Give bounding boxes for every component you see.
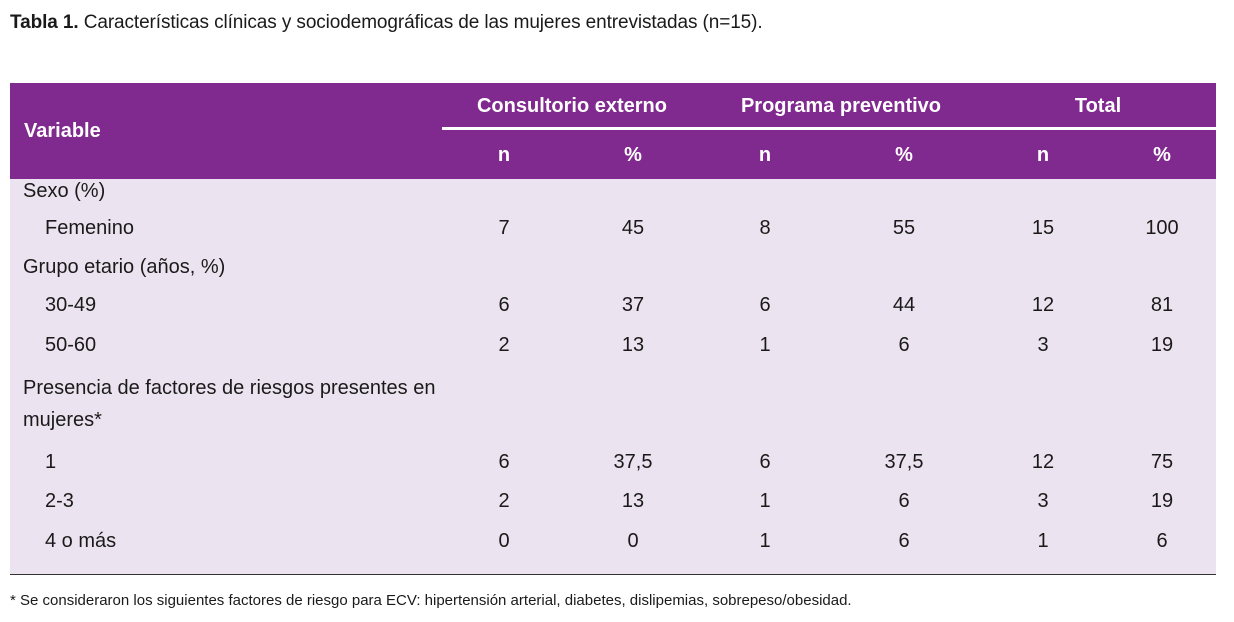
cell-pct-total: 19 <box>1150 490 1174 512</box>
header-total: Total <box>1074 95 1122 117</box>
header-sub-pct-total: % <box>1153 144 1171 166</box>
cell-n-consultorio: 2 <box>498 334 510 356</box>
cell-pct-programa: 37,5 <box>884 451 924 473</box>
header-sub-n-consultorio: n <box>497 144 511 166</box>
table-body: Sexo (%) Femenino 7 45 8 55 15 100 Grupo etario … <box>10 179 1216 574</box>
cell-pct-total: 100 <box>1145 217 1179 239</box>
row-label: Femenino <box>45 217 134 239</box>
row-label: 1 <box>45 451 57 473</box>
cell-pct-consultorio: 37 <box>621 294 645 316</box>
row-label: 30-49 <box>45 294 97 316</box>
header-programa-preventivo: Programa preventivo <box>740 95 942 117</box>
cell-pct-programa: 55 <box>892 217 916 239</box>
cell-pct-consultorio: 13 <box>621 334 645 356</box>
cell-pct-consultorio: 45 <box>621 217 645 239</box>
header-sub-n-programa: n <box>758 144 772 166</box>
table-footnote: * Se consideraron los siguientes factore… <box>10 592 852 609</box>
cell-n-programa: 1 <box>759 334 771 356</box>
header-consultorio-externo: Consultorio externo <box>476 95 667 117</box>
cell-n-programa: 1 <box>759 490 771 512</box>
cell-n-total: 3 <box>1037 334 1049 356</box>
caption-text: Características clínicas y sociodemográf… <box>78 12 763 33</box>
cell-n-total: 1 <box>1037 530 1049 552</box>
cell-n-programa: 6 <box>759 451 771 473</box>
cell-n-consultorio: 6 <box>498 294 510 316</box>
cell-n-programa: 6 <box>759 294 771 316</box>
row-label: Sexo (%) <box>23 180 106 202</box>
cell-n-programa: 8 <box>759 217 771 239</box>
cell-pct-consultorio: 0 <box>627 530 639 552</box>
header-divider <box>442 127 1216 130</box>
cell-n-programa: 1 <box>759 530 771 552</box>
cell-pct-total: 75 <box>1150 451 1174 473</box>
row-label: 2-3 <box>45 490 74 512</box>
table-caption: Tabla 1. Características clínicas y soci… <box>10 12 763 34</box>
cell-pct-consultorio: 13 <box>621 490 645 512</box>
cell-pct-total: 81 <box>1150 294 1174 316</box>
cell-n-consultorio: 6 <box>498 451 510 473</box>
row-label: 4 o más <box>45 530 117 552</box>
cell-pct-total: 19 <box>1150 334 1174 356</box>
header-sub-n-total: n <box>1036 144 1050 166</box>
table-header: Variable Consultorio externo Programa pr… <box>10 83 1216 179</box>
header-variable: Variable <box>24 120 101 142</box>
cell-n-total: 15 <box>1031 217 1055 239</box>
cell-pct-programa: 6 <box>898 530 910 552</box>
cell-n-total: 3 <box>1037 490 1049 512</box>
caption-label: Tabla 1. <box>10 12 79 33</box>
cell-n-consultorio: 0 <box>498 530 510 552</box>
cell-pct-programa: 44 <box>892 294 916 316</box>
cell-pct-consultorio: 37,5 <box>613 451 653 473</box>
cell-n-total: 12 <box>1031 451 1055 473</box>
cell-pct-programa: 6 <box>898 490 910 512</box>
cell-pct-total: 6 <box>1156 530 1168 552</box>
header-sub-pct-programa: % <box>895 144 913 166</box>
header-sub-pct-consultorio: % <box>624 144 642 166</box>
row-label: 50-60 <box>45 334 97 356</box>
row-label: Grupo etario (años, %) <box>23 256 226 278</box>
table-bottom-rule <box>10 574 1216 575</box>
cell-n-consultorio: 7 <box>498 217 510 239</box>
cell-n-total: 12 <box>1031 294 1055 316</box>
cell-n-consultorio: 2 <box>498 490 510 512</box>
row-label: Presencia de factores de riesgos present… <box>23 377 436 431</box>
cell-pct-programa: 6 <box>898 334 910 356</box>
data-table: Variable Consultorio externo Programa pr… <box>10 83 1216 574</box>
